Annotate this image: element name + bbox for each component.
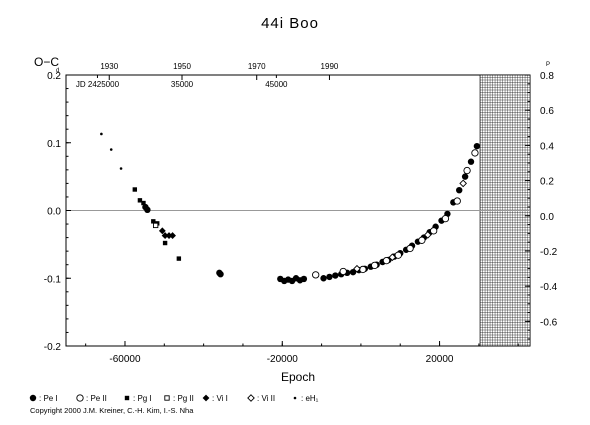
data-points	[100, 132, 481, 285]
right-tick-label: 0.4	[540, 141, 554, 152]
legend-label: : Vi II	[257, 394, 275, 403]
axis-ticks: -0.2 -0.1 0.0 0.1 0.2 -0.6 -0.4 -0.2 0.0 0.2 0.4 0.…	[44, 62, 558, 365]
data-point	[161, 232, 169, 239]
data-point	[144, 206, 151, 214]
data-point	[320, 275, 327, 282]
legend-label: : Pe I	[39, 394, 58, 403]
data-point	[456, 186, 463, 194]
data-point	[339, 267, 347, 276]
right-tick-label: 0.2	[540, 177, 554, 188]
data-point	[165, 232, 173, 239]
right-axis-unit: P	[546, 62, 550, 68]
legend: : Pe I : Pe II : Pg I : Pg II : Vi I : Vi II:…	[29, 394, 319, 403]
y-axis-unit: d	[56, 68, 59, 74]
data-point	[349, 268, 357, 276]
chart-title: 44i Boo	[261, 15, 319, 32]
data-point	[459, 179, 467, 188]
year-tick-label: 1950	[173, 62, 191, 71]
right-tick-label: -0.4	[540, 282, 558, 293]
data-point	[217, 270, 224, 278]
data-point	[176, 256, 182, 261]
data-point	[388, 253, 397, 262]
x-tick-label: 20000	[426, 354, 454, 365]
legend-marker	[164, 395, 170, 401]
legend-label: : Pg II	[173, 394, 194, 403]
data-point	[141, 200, 146, 206]
legend-marker	[29, 394, 37, 402]
y-tick-label: 0.0	[47, 207, 61, 218]
data-point	[453, 197, 461, 205]
x-tick-label: -60000	[109, 354, 141, 365]
data-point	[132, 187, 138, 192]
data-point	[394, 251, 402, 259]
year-tick-label: 1930	[100, 62, 118, 71]
data-point	[371, 261, 379, 270]
data-point	[473, 142, 481, 150]
legend-label: : eH₁	[301, 394, 319, 403]
legend-marker	[76, 394, 84, 402]
right-tick-label: 0.6	[540, 106, 554, 117]
data-point	[353, 264, 361, 273]
data-point	[162, 240, 168, 246]
data-point	[119, 167, 123, 170]
data-point	[463, 166, 471, 175]
legend-label: : Pe II	[86, 394, 107, 403]
y-axis-label: O−C d	[34, 55, 59, 74]
data-point	[137, 198, 143, 203]
legend-marker	[293, 396, 297, 400]
data-point	[471, 149, 479, 157]
data-point	[332, 272, 339, 279]
data-point	[423, 231, 432, 239]
legend-marker	[247, 394, 255, 402]
data-point	[169, 232, 176, 239]
data-point	[300, 275, 308, 283]
y-tick-label: 0.2	[47, 71, 61, 82]
year-tick-label: 1970	[248, 62, 266, 71]
data-point	[467, 158, 475, 165]
jd-tick-label: 45000	[265, 80, 288, 89]
data-point	[382, 256, 391, 265]
data-point	[151, 219, 156, 224]
data-point	[109, 148, 113, 151]
data-point	[326, 273, 333, 281]
copyright-text: Copyright 2000 J.M. Kreiner, C.-H. Kim, …	[30, 406, 194, 415]
right-tick-label: 0.8	[540, 71, 554, 82]
data-point	[359, 265, 367, 274]
right-tick-label: -0.6	[540, 317, 558, 328]
data-point	[441, 214, 450, 223]
jd-tick-label: JD 2425000	[76, 80, 120, 89]
year-tick-label: 1990	[321, 62, 339, 71]
legend-marker	[124, 395, 130, 401]
data-point	[153, 222, 159, 229]
y-tick-label: 0.1	[47, 139, 61, 150]
y-tick-label: -0.2	[44, 342, 62, 353]
data-point	[461, 173, 469, 180]
data-point	[100, 132, 103, 136]
legend-label: : Vi I	[212, 394, 228, 403]
data-point	[158, 227, 166, 235]
right-tick-label: -0.2	[540, 247, 558, 258]
x-tick-label: -20000	[267, 354, 299, 365]
y-axis-title: O−C	[34, 55, 59, 69]
data-point	[406, 244, 414, 253]
data-point	[418, 236, 426, 244]
legend-label: : Pg I	[133, 394, 152, 403]
x-axis-title: Epoch	[281, 370, 315, 384]
data-point	[312, 271, 320, 279]
legend-marker	[202, 394, 210, 402]
jd-tick-label: 35000	[171, 80, 194, 89]
data-point	[430, 227, 438, 235]
right-tick-label: 0.0	[540, 212, 554, 223]
y-tick-label: -0.1	[44, 274, 62, 285]
